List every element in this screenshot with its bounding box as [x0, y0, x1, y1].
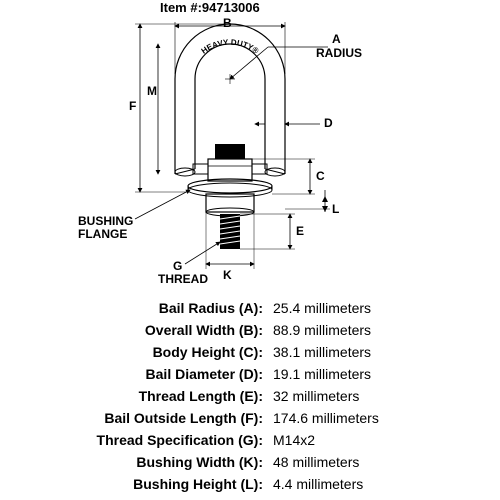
label-bushing-flange: BUSHING FLANGE: [78, 215, 133, 241]
spec-row: Thread Length (E): 32 millimeters: [18, 388, 482, 404]
label-g: G: [173, 259, 182, 273]
spec-row: Thread Specification (G): M14x2: [18, 432, 482, 448]
spec-value: 32 millimeters: [273, 388, 359, 404]
spec-value: 88.9 millimeters: [273, 322, 371, 338]
label-l: L: [332, 202, 339, 216]
spec-value: 38.1 millimeters: [273, 344, 371, 360]
label-c: C: [316, 169, 325, 183]
spec-row: Overall Width (B): 88.9 millimeters: [18, 322, 482, 338]
spec-value: 4.4 millimeters: [273, 476, 363, 492]
spec-value: 174.6 millimeters: [273, 410, 379, 426]
technical-diagram: HEAVY DUTY®: [80, 14, 420, 294]
spec-value: 48 millimeters: [273, 454, 359, 470]
label-m: M: [147, 84, 157, 98]
spec-label: Bail Outside Length (F):: [18, 410, 273, 426]
spec-row: Bail Diameter (D): 19.1 millimeters: [18, 366, 482, 382]
item-header: Item #:94713006: [160, 0, 260, 15]
spec-label: Body Height (C):: [18, 344, 273, 360]
label-f: F: [129, 99, 136, 113]
spec-label: Thread Length (E):: [18, 388, 273, 404]
item-prefix: Item #:: [160, 0, 202, 15]
label-d: D: [324, 116, 333, 130]
spec-label: Bushing Width (K):: [18, 454, 273, 470]
label-b: B: [223, 16, 232, 30]
label-e: E: [296, 224, 304, 238]
spec-value: 25.4 millimeters: [273, 300, 371, 316]
spec-table: Bail Radius (A): 25.4 millimeters Overal…: [18, 300, 482, 498]
spec-label: Overall Width (B):: [18, 322, 273, 338]
spec-row: Body Height (C): 38.1 millimeters: [18, 344, 482, 360]
hoist-ring-svg: HEAVY DUTY®: [80, 14, 420, 294]
svg-text:HEAVY DUTY®: HEAVY DUTY®: [200, 38, 261, 56]
label-a: A: [332, 32, 341, 46]
label-k: K: [223, 268, 232, 282]
label-radius: RADIUS: [316, 46, 362, 60]
spec-label: Thread Specification (G):: [18, 432, 273, 448]
spec-label: Bushing Height (L):: [18, 476, 273, 492]
spec-value: M14x2: [273, 432, 315, 448]
spec-label: Bail Diameter (D):: [18, 366, 273, 382]
label-thread: THREAD: [158, 272, 208, 286]
spec-value: 19.1 millimeters: [273, 366, 371, 382]
spec-row: Bushing Width (K): 48 millimeters: [18, 454, 482, 470]
item-number: 94713006: [202, 0, 260, 15]
spec-row: Bushing Height (L): 4.4 millimeters: [18, 476, 482, 492]
spec-label: Bail Radius (A):: [18, 300, 273, 316]
spec-row: Bail Outside Length (F): 174.6 millimete…: [18, 410, 482, 426]
spec-row: Bail Radius (A): 25.4 millimeters: [18, 300, 482, 316]
